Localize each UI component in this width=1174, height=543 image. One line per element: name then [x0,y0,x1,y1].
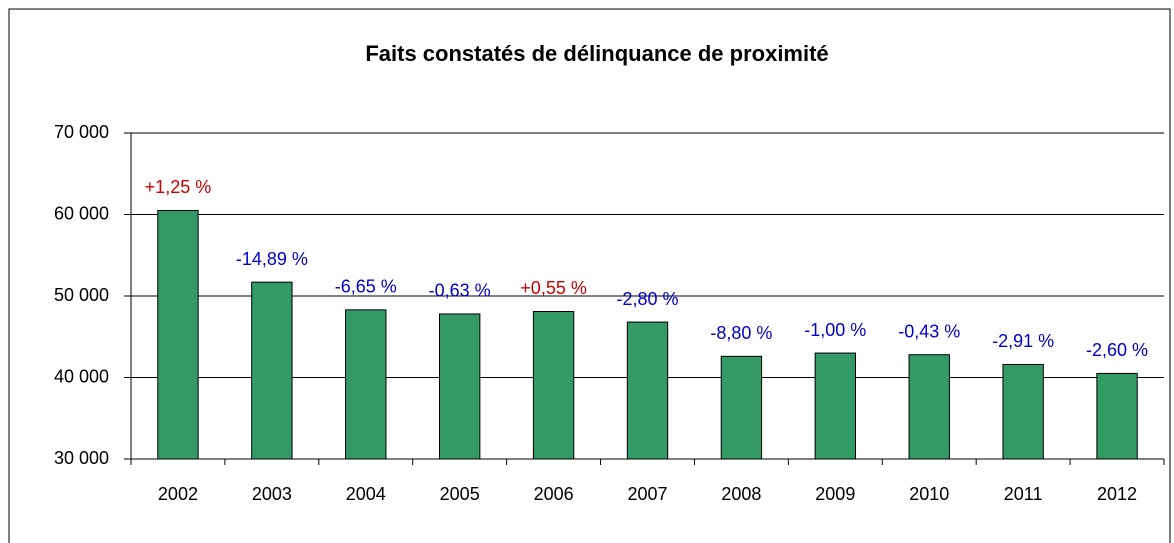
chart-title: Faits constatés de délinquance de proxim… [365,41,828,66]
bar [908,354,950,460]
x-tick-label: 2006 [534,484,574,504]
annotation: -1,00 % [804,320,866,340]
annotation: -8,80 % [710,323,772,343]
y-tick-label: 50 000 [54,285,109,305]
bar [251,281,293,460]
x-tick-label: 2008 [721,484,761,504]
annotation: +0,55 % [520,278,587,298]
bar [532,310,575,460]
bar [626,321,669,460]
annotation: -2,91 % [992,331,1054,351]
annotation: -0,43 % [898,321,960,341]
bar [345,309,387,460]
y-tick-label: 30 000 [54,448,109,468]
bar [720,355,763,460]
x-tick-label: 2007 [627,484,667,504]
annotation: -2,80 % [616,289,678,309]
x-tick-label: 2003 [252,484,292,504]
bar [438,313,481,460]
annotation: -2,60 % [1086,340,1148,360]
x-tick-label: 2011 [1004,484,1043,504]
x-tick-label: 2005 [440,484,480,504]
annotation: +1,25 % [145,177,212,197]
x-tick-label: 2004 [346,484,386,504]
bar [157,209,199,460]
x-tick-label: 2009 [815,484,855,504]
annotation: -6,65 % [335,277,397,297]
x-tick-label: 2010 [909,484,949,504]
bar [814,352,857,460]
bar [1096,372,1138,460]
x-tick-label: 2002 [158,484,198,504]
x-tick-label: 2012 [1097,484,1137,504]
y-tick-label: 60 000 [54,203,109,223]
y-tick-label: 70 000 [54,122,109,142]
y-tick-label: 40 000 [54,366,109,386]
chart-border [8,8,1171,543]
annotation: -0,63 % [429,281,491,301]
annotation: -14,89 % [236,249,308,269]
bar [1002,363,1044,460]
